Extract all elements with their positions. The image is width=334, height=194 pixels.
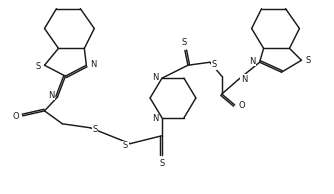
Text: N: N [152,73,158,82]
Text: S: S [35,62,40,71]
Text: N: N [90,60,97,69]
Text: S: S [181,38,187,47]
Text: O: O [13,112,20,121]
Text: N: N [249,57,256,66]
Text: S: S [212,60,217,69]
Text: N: N [241,75,247,84]
Text: N: N [48,91,54,100]
Text: S: S [305,56,311,65]
Text: S: S [92,125,98,134]
Text: O: O [239,101,245,110]
Text: S: S [159,158,165,168]
Text: N: N [152,114,158,123]
Text: S: S [123,141,128,150]
